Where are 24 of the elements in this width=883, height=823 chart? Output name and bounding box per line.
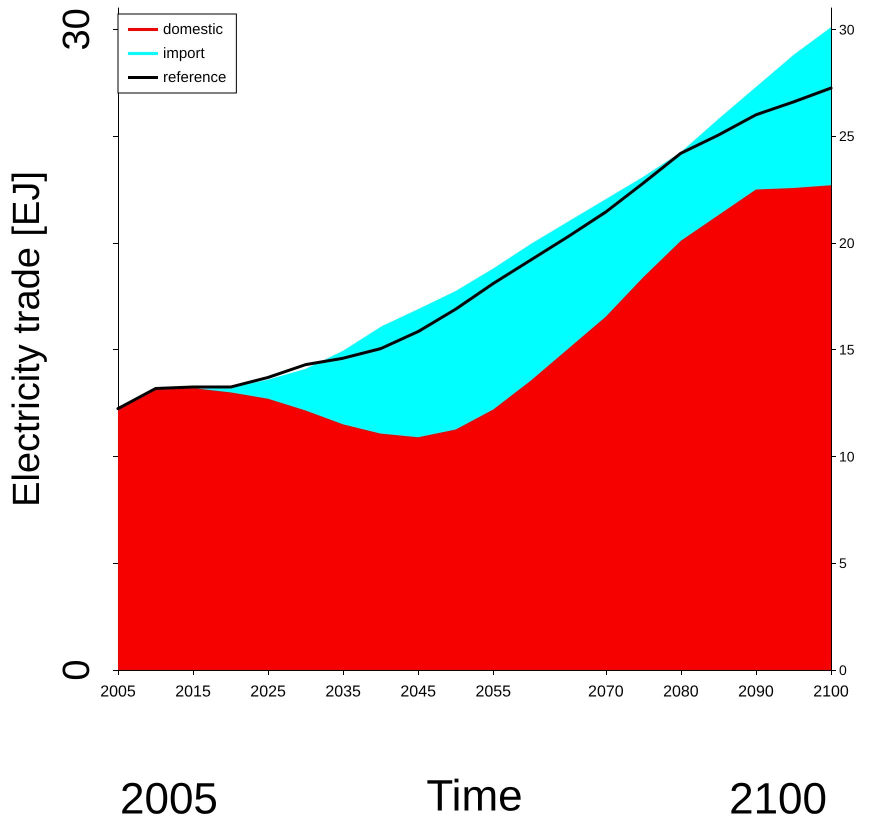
x-tick-label: 2055 bbox=[475, 684, 512, 700]
y2-tick-label: 15 bbox=[839, 342, 855, 358]
y2-tick-label: 25 bbox=[839, 128, 855, 144]
x-axis-title: Time bbox=[426, 772, 523, 820]
x-tick-label: 2015 bbox=[175, 684, 211, 700]
x-tick-label: 2080 bbox=[663, 684, 699, 700]
text: 2100 bbox=[729, 774, 828, 823]
y2-tick-label: 10 bbox=[839, 448, 855, 464]
y2-tick-label: 30 bbox=[839, 21, 855, 38]
x-tick-label: 2100 bbox=[813, 684, 849, 700]
legend-label: domestic bbox=[163, 21, 224, 38]
legend-label: reference bbox=[163, 69, 226, 86]
y-axis-title: Electricity trade [EJ] bbox=[6, 171, 48, 507]
x-tick-label: 2070 bbox=[588, 684, 624, 700]
text: 2005 bbox=[120, 774, 218, 823]
x-tick-label: 2025 bbox=[250, 684, 286, 700]
legend-label: import bbox=[163, 45, 206, 62]
y2-tick-label: 20 bbox=[839, 234, 855, 251]
y2-tick-label: 0 bbox=[839, 662, 847, 678]
x-tick-label: 2035 bbox=[325, 684, 362, 700]
x-tick-label: 2045 bbox=[400, 684, 436, 700]
x-tick-label: 2005 bbox=[100, 684, 136, 700]
x-tick-label: 2090 bbox=[738, 684, 774, 700]
y2-tick-label: 5 bbox=[839, 555, 847, 572]
